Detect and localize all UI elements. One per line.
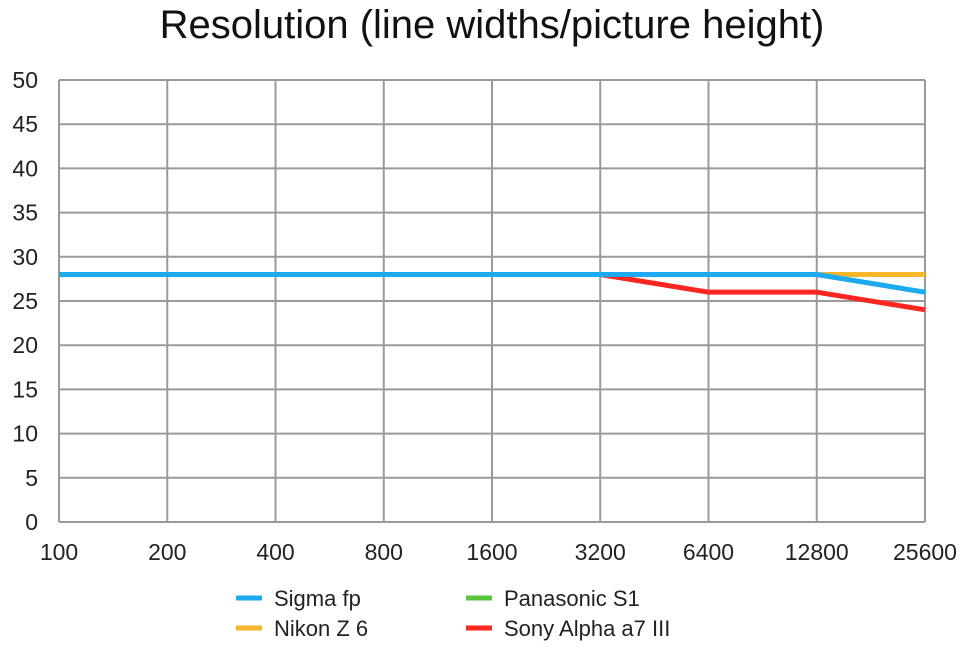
y-tick-label: 50 [12,67,38,93]
y-tick-label: 15 [12,376,38,402]
x-tick-label: 400 [256,539,294,565]
chart-title: Resolution (line widths/picture height) [160,3,825,47]
legend: Sigma fp Nikon Z 6 Panasonic S1 Sony Alpha … [236,586,670,641]
y-tick-label: 20 [12,332,38,358]
x-tick-label: 1600 [466,539,517,565]
legend-label: Panasonic S1 [504,586,640,611]
y-tick-label: 35 [12,200,38,226]
y-tick-label: 30 [12,244,38,270]
x-tick-label: 200 [148,539,186,565]
legend-label: Nikon Z 6 [274,616,368,641]
grid [58,79,926,523]
x-tick-label: 100 [40,539,78,565]
x-tick-label: 3200 [575,539,626,565]
x-tick-label: 6400 [683,539,734,565]
y-tick-label: 45 [12,111,38,137]
legend-label: Sony Alpha a7 III [504,616,670,641]
legend-label: Sigma fp [274,586,361,611]
y-axis: 0 5 10 15 20 25 30 35 40 45 50 [12,67,38,535]
series-lines [59,271,926,313]
x-axis: 100 200 400 800 1600 3200 6400 12800 25600 [40,539,957,565]
y-tick-label: 40 [12,155,38,181]
y-tick-label: 10 [12,421,38,447]
x-tick-label: 25600 [893,539,957,565]
x-tick-label: 800 [365,539,403,565]
x-tick-label: 12800 [785,539,849,565]
series-line-sigma-fp [59,271,926,295]
y-tick-label: 0 [25,509,38,535]
y-tick-label: 5 [25,465,38,491]
y-tick-label: 25 [12,288,38,314]
